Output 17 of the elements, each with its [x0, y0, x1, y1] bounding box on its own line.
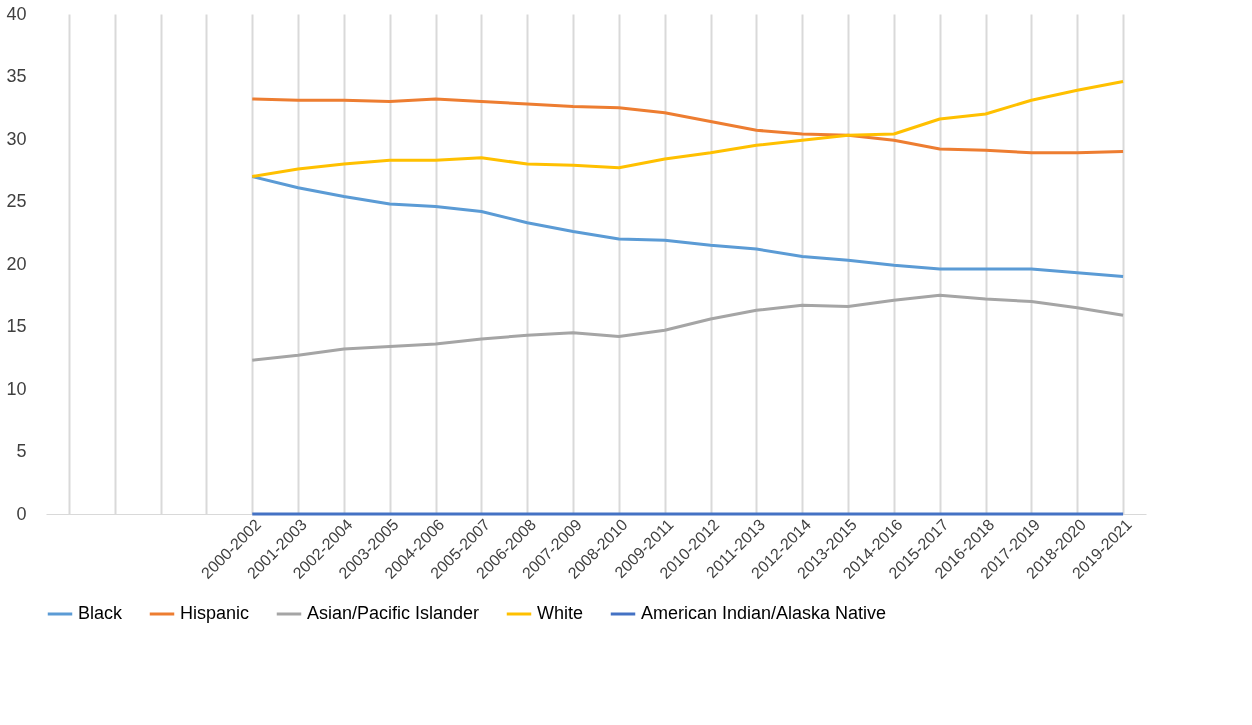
line-series [250, 97, 1125, 155]
legend-label: Black [78, 603, 124, 623]
legend-label: Hispanic [180, 603, 250, 623]
y-tick-label: 5 [16, 441, 27, 461]
y-tick-label: 0 [16, 503, 27, 524]
legend-label: Asian/Pacific Islander [307, 603, 480, 623]
legend-label: White [537, 603, 584, 623]
y-tick-label: 30 [6, 128, 27, 149]
y-tick-label: 25 [6, 191, 27, 211]
line-series [250, 293, 1125, 362]
y-tick-label: 15 [6, 316, 27, 336]
y-tick-label: 35 [6, 66, 27, 86]
y-tick-label: 40 [6, 3, 27, 24]
legend-label: American Indian/Alaska Native [641, 603, 887, 623]
y-tick-label: 10 [6, 378, 27, 399]
y-tick-label: 20 [6, 253, 27, 274]
line-series [250, 80, 1125, 178]
